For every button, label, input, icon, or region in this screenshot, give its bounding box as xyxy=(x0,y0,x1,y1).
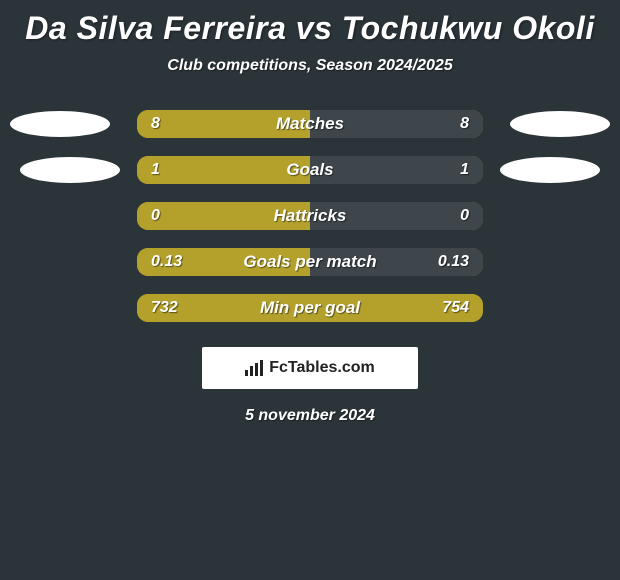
stat-bar-left xyxy=(137,156,310,184)
stat-bar-left xyxy=(137,248,310,276)
stat-bar: Goals per match0.130.13 xyxy=(137,248,483,276)
attribution-text: FcTables.com xyxy=(269,359,375,377)
stat-bar-left xyxy=(137,202,310,230)
stat-row: Matches88 xyxy=(0,101,620,147)
stat-bar-left xyxy=(137,294,483,322)
stat-row: Goals per match0.130.13 xyxy=(0,239,620,285)
attribution-badge: FcTables.com xyxy=(202,347,418,389)
stat-bar: Matches88 xyxy=(137,110,483,138)
stat-bar: Goals11 xyxy=(137,156,483,184)
stat-row: Min per goal732754 xyxy=(0,285,620,331)
indicator-oval-left xyxy=(20,157,120,183)
stat-rows: Matches88 Goals11 Hattricks00 Goals per mat… xyxy=(0,101,620,331)
stat-bar: Hattricks00 xyxy=(137,202,483,230)
bar-chart-icon xyxy=(245,360,263,376)
stat-row: Hattricks00 xyxy=(0,193,620,239)
stat-bar-right xyxy=(310,110,483,138)
indicator-oval-left xyxy=(10,111,110,137)
date-text: 5 november 2024 xyxy=(0,389,620,425)
page-title: Da Silva Ferreira vs Tochukwu Okoli xyxy=(0,4,620,57)
stat-bar-right xyxy=(310,156,483,184)
stat-bar-right xyxy=(310,202,483,230)
indicator-oval-right xyxy=(510,111,610,137)
stat-row: Goals11 xyxy=(0,147,620,193)
indicator-oval-right xyxy=(500,157,600,183)
stat-bar: Min per goal732754 xyxy=(137,294,483,322)
comparison-infographic: Da Silva Ferreira vs Tochukwu Okoli Club… xyxy=(0,0,620,425)
stat-bar-left xyxy=(137,110,310,138)
stat-bar-right xyxy=(310,248,483,276)
subtitle: Club competitions, Season 2024/2025 xyxy=(0,57,620,101)
